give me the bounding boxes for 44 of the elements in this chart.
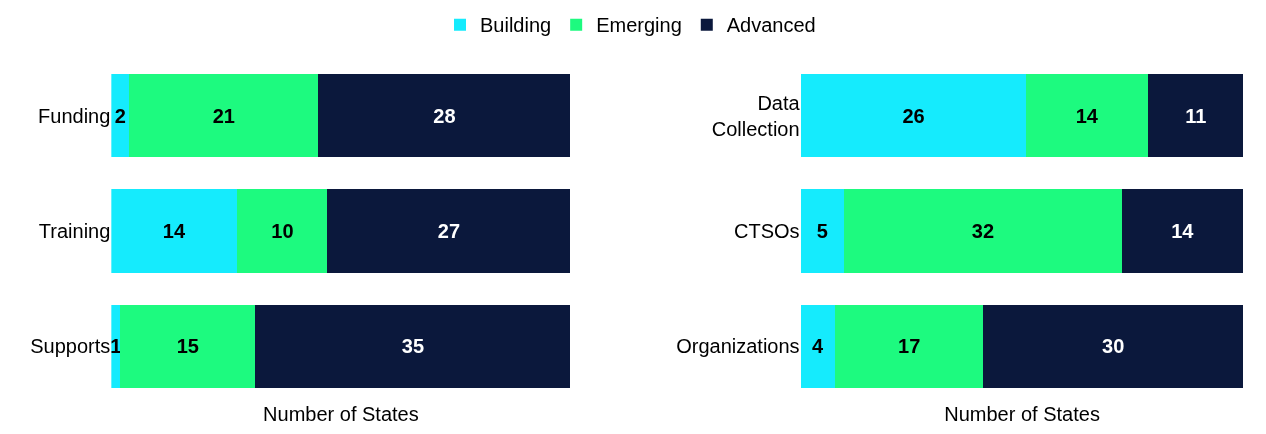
data-label: 14	[1075, 104, 1099, 127]
data-label: 27	[437, 220, 461, 242]
data-label: 35	[401, 335, 425, 358]
y-tick-label: Training	[38, 220, 111, 242]
y-tick-label: Organizations	[676, 335, 800, 358]
y-tick-label: Supports	[30, 335, 111, 358]
x-axis-title: Number of States	[944, 402, 1100, 425]
data-label: 30	[1102, 335, 1125, 358]
data-label: 14	[1171, 220, 1195, 242]
bar	[844, 189, 1122, 273]
y-tick-label: Funding	[38, 104, 111, 127]
data-label: 10	[271, 220, 294, 242]
bar	[327, 189, 571, 273]
y-tick-label: CTSOs	[734, 220, 800, 242]
data-label: 14	[162, 220, 186, 242]
bar	[129, 74, 319, 158]
bar	[111, 189, 238, 273]
data-label: 21	[212, 104, 235, 127]
y-tick-label: Data Collection	[711, 91, 801, 140]
data-label: 26	[902, 104, 925, 127]
bar	[1026, 74, 1148, 158]
data-label: 15	[176, 335, 199, 358]
data-label: 11	[1185, 104, 1207, 127]
data-label: 28	[433, 104, 456, 127]
data-label: 17	[898, 335, 921, 358]
legend-label: Building	[480, 14, 552, 37]
x-axis-title: Number of States	[263, 402, 419, 425]
data-label: 2	[114, 104, 126, 127]
bar	[318, 74, 571, 158]
data-label: 4	[812, 335, 824, 358]
bar	[120, 304, 256, 388]
legend-label: Emerging	[596, 14, 682, 37]
bar	[800, 189, 845, 273]
bar	[982, 304, 1244, 388]
bar	[800, 304, 836, 388]
bar	[237, 189, 328, 273]
data-label: 5	[816, 220, 828, 242]
bar	[1121, 189, 1244, 273]
data-label: 32	[971, 220, 995, 242]
bar	[835, 304, 983, 388]
bar	[800, 74, 1027, 158]
legend-label: Advanced	[726, 14, 816, 37]
bar	[1147, 74, 1244, 158]
bar	[255, 304, 571, 388]
